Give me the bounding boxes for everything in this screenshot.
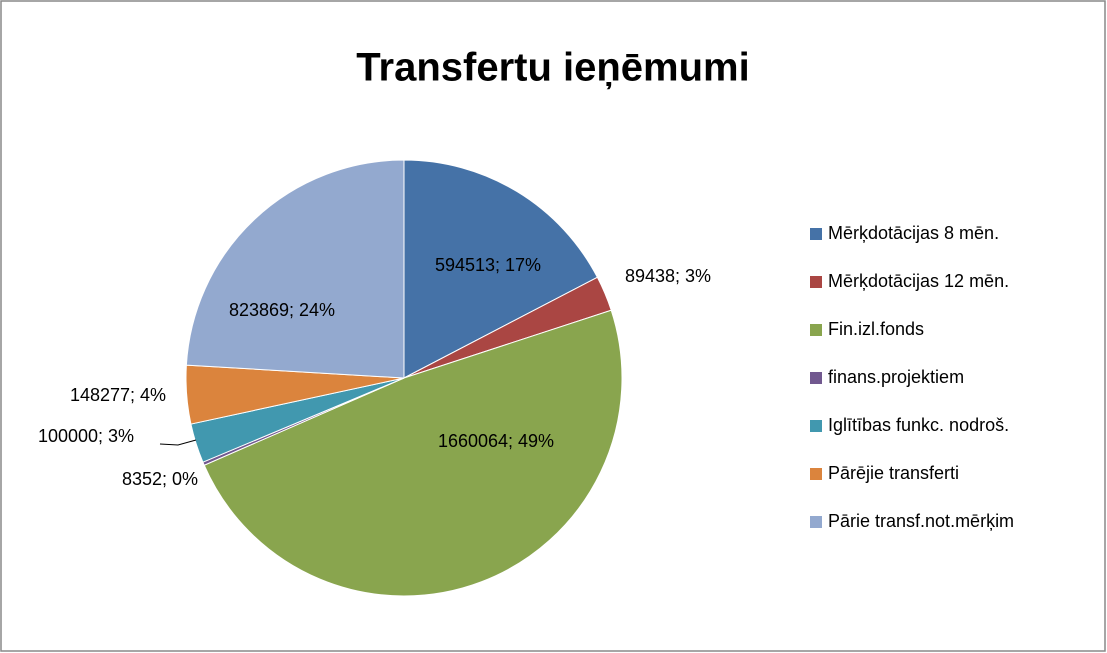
data-label: 823869; 24% <box>229 300 335 320</box>
legend-label: Pārējie transferti <box>828 463 959 483</box>
pie-slice <box>403 159 599 379</box>
pie-slice <box>185 159 405 379</box>
data-label: 8352; 0% <box>122 469 198 489</box>
legend-swatch <box>810 516 822 528</box>
legend-label: Pārie transf.not.mērķim <box>828 511 1014 531</box>
legend-swatch <box>810 228 822 240</box>
pie-slice <box>203 309 623 597</box>
data-label: 100000; 3% <box>38 426 134 446</box>
legend-swatch <box>810 276 822 288</box>
legend-label: Iglītības funkc. nodroš. <box>828 415 1009 435</box>
data-label: 89438; 3% <box>625 266 711 286</box>
legend-label: Mērķdotācijas 8 mēn. <box>828 223 999 243</box>
legend-swatch <box>810 372 822 384</box>
legend-swatch <box>810 468 822 480</box>
legend-swatch <box>810 420 822 432</box>
legend-label: Fin.izl.fonds <box>828 319 924 339</box>
data-label: 1660064; 49% <box>438 431 554 451</box>
legend-label: finans.projektiem <box>828 367 964 387</box>
leader-line <box>159 439 197 446</box>
chart-title: Transfertu ieņēmumi <box>356 46 749 90</box>
legend-swatch <box>810 324 822 336</box>
data-label: 148277; 4% <box>70 385 166 405</box>
legend-label: Mērķdotācijas 12 mēn. <box>828 271 1009 291</box>
data-label: 594513; 17% <box>435 255 541 275</box>
